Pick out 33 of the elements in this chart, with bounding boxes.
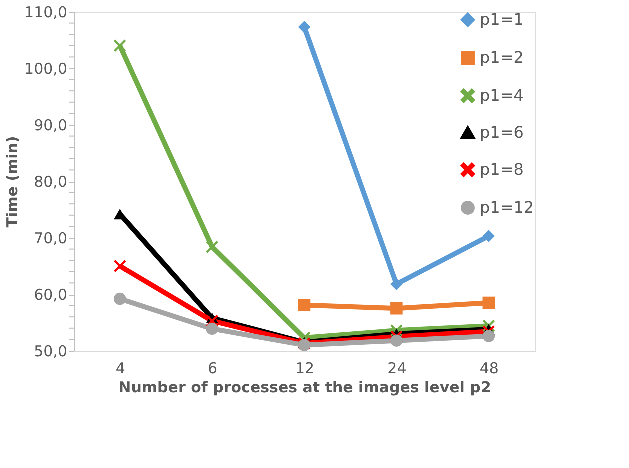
point	[390, 302, 403, 315]
point	[206, 322, 218, 336]
legend-label: p1=12	[480, 198, 534, 217]
legend-label: p1=1	[480, 10, 524, 29]
x-tick-label: 4	[116, 360, 126, 378]
y-tick-label: 110,0	[24, 4, 68, 22]
y-tick-label: 90,0	[34, 116, 68, 134]
point	[298, 299, 311, 312]
point	[482, 296, 496, 310]
point	[298, 21, 311, 34]
point	[390, 334, 403, 347]
y-tick-label: 80,0	[34, 173, 68, 191]
point	[114, 40, 126, 52]
legend-label: p1=6	[480, 123, 524, 142]
x-axis-title: Number of processes at the images level p2	[118, 378, 492, 396]
point	[482, 230, 496, 242]
point	[114, 292, 126, 306]
y-tick-label: 60,0	[34, 286, 68, 304]
x-tick-label: 12	[295, 360, 315, 378]
legend-label: p1=2	[480, 48, 524, 67]
y-tick-label: 50,0	[34, 342, 68, 360]
y-tick-label: 100,0	[24, 60, 68, 78]
y-axis-title: Time (min)	[4, 136, 22, 228]
legend-label: p1=4	[480, 86, 524, 105]
legend-label: p1=8	[480, 160, 524, 179]
point	[114, 260, 126, 272]
x-tick-label: 48	[480, 360, 499, 378]
y-tick-label: 70,0	[34, 230, 68, 248]
point	[206, 240, 218, 254]
x-tick-label: 6	[208, 360, 218, 378]
point	[482, 330, 496, 342]
x-tick-label: 24	[388, 360, 407, 378]
point	[390, 278, 403, 290]
